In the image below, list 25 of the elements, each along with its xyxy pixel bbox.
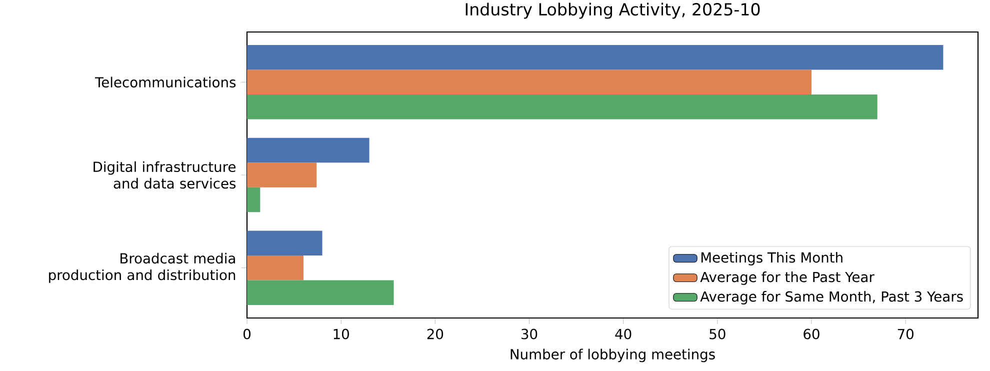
legend-label: Meetings This Month <box>701 252 842 266</box>
bar <box>247 230 322 256</box>
x-tick-label: 40 <box>615 328 632 340</box>
x-tick-label: 50 <box>710 328 726 340</box>
x-tick-label: 60 <box>804 328 820 340</box>
y-tick-label: Telecommunications <box>94 76 236 88</box>
bar <box>247 187 260 212</box>
bar <box>247 138 370 163</box>
x-tick-label: 0 <box>244 328 250 340</box>
bar <box>247 280 394 305</box>
y-tick-label: Broadcast media production and distribution <box>49 252 236 283</box>
bar <box>247 94 878 120</box>
legend-label: Average for the Past Year <box>700 272 874 285</box>
x-tick-label: 10 <box>334 328 349 340</box>
chart-title: Industry Lobbying Activity, 2025-10 <box>466 2 760 19</box>
legend-label: Average for Same Month, Past 3 Years <box>700 291 963 304</box>
x-tick-label: 70 <box>898 328 914 340</box>
y-tick-label: Digital infrastructure and data services <box>94 161 236 189</box>
bar <box>247 70 812 95</box>
bar <box>247 45 944 70</box>
x-tick-label: 30 <box>522 328 538 340</box>
bar <box>247 162 317 188</box>
bar <box>247 255 304 280</box>
x-axis-title: Number of lobbying meetings <box>510 348 715 362</box>
x-tick-label: 20 <box>427 328 444 340</box>
